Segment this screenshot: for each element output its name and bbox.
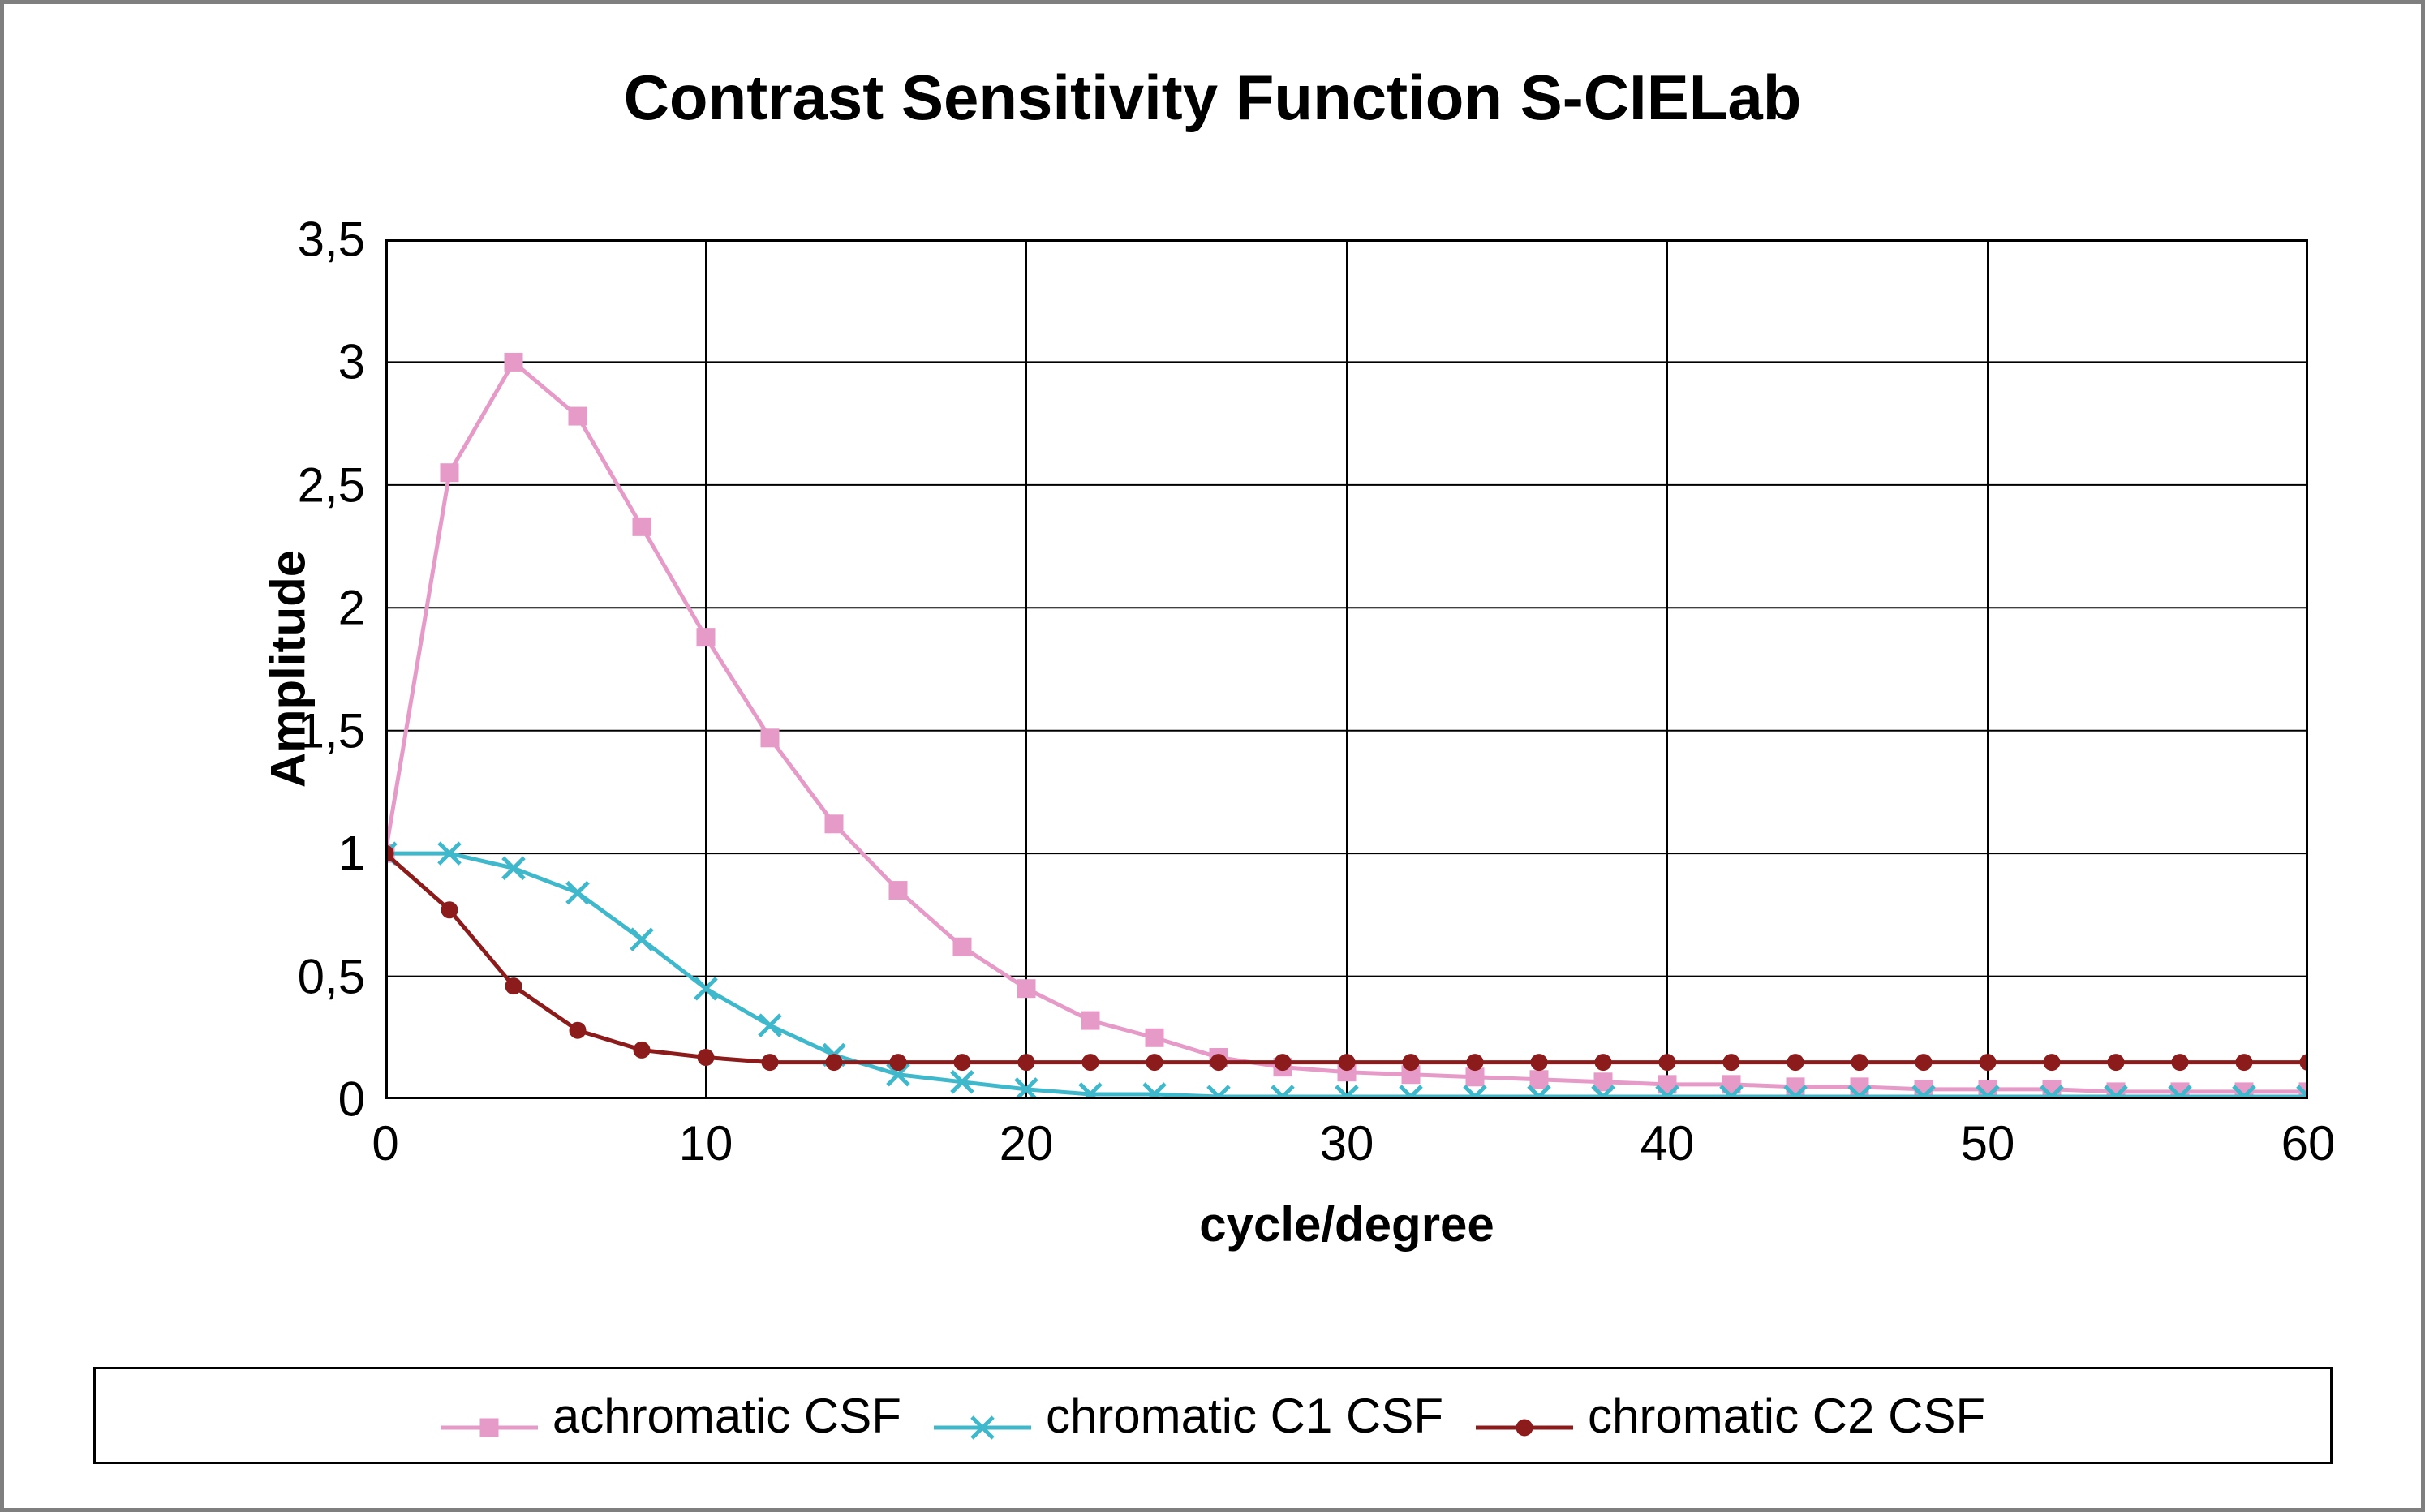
- chart-title: Contrast Sensitivity Function S-CIELab: [4, 61, 2421, 135]
- x-tick-label: 0: [372, 1115, 398, 1171]
- y-tick-label: 3: [338, 334, 365, 390]
- x-tick-label: 50: [1961, 1115, 2015, 1171]
- legend-item: achromatic CSF: [441, 1388, 901, 1444]
- legend: achromatic CSF chromatic C1 CSF chromatic …: [93, 1367, 2333, 1464]
- y-tick-label: 3,5: [298, 212, 365, 268]
- x-axis-label: cycle/degree: [1199, 1196, 1494, 1252]
- y-tick-label: 1,5: [298, 702, 365, 758]
- y-tick-label: 0,5: [298, 948, 365, 1004]
- legend-swatch: [441, 1399, 538, 1432]
- legend-swatch: [1476, 1399, 1573, 1432]
- y-tick-label: 0: [338, 1072, 365, 1128]
- y-tick-label: 2,5: [298, 457, 365, 513]
- legend-item: chromatic C1 CSF: [934, 1388, 1443, 1444]
- x-tick-label: 30: [1320, 1115, 1374, 1171]
- x-tick-label: 10: [679, 1115, 733, 1171]
- y-tick-label: 2: [338, 580, 365, 636]
- legend-label: achromatic CSF: [553, 1388, 901, 1444]
- y-axis-label: Amplitude: [260, 507, 316, 831]
- chart-frame: Contrast Sensitivity Function S-CIELab A…: [0, 0, 2425, 1512]
- legend-label: chromatic C1 CSF: [1046, 1388, 1443, 1444]
- legend-swatch: [934, 1399, 1031, 1432]
- x-tick-label: 20: [1000, 1115, 1054, 1171]
- y-tick-label: 1: [338, 826, 365, 882]
- legend-item: chromatic C2 CSF: [1476, 1388, 1985, 1444]
- legend-label: chromatic C2 CSF: [1588, 1388, 1985, 1444]
- x-tick-label: 40: [1640, 1115, 1695, 1171]
- plot-area: [385, 239, 2308, 1099]
- plot-svg: [385, 239, 2308, 1099]
- x-tick-label: 60: [2281, 1115, 2336, 1171]
